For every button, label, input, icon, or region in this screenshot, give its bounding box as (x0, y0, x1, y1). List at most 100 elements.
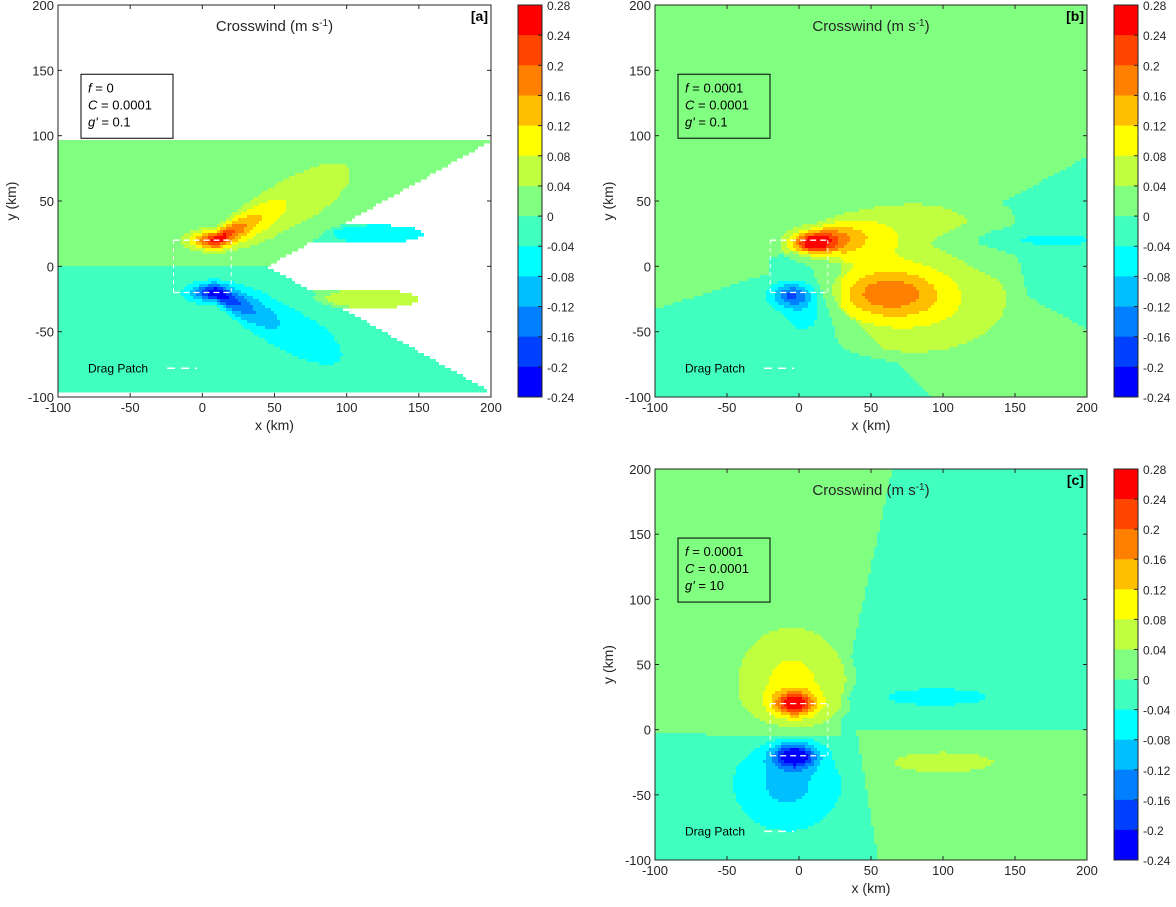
contour-band (781, 712, 790, 716)
contour-band (340, 350, 418, 354)
contour-band (223, 230, 235, 234)
contour-band (826, 299, 835, 303)
contour-band (877, 853, 1087, 857)
contour-band (802, 248, 808, 252)
contour-band (823, 757, 832, 761)
contour-band (190, 248, 205, 252)
contour-band (217, 296, 229, 300)
contour-band (874, 272, 907, 276)
y-tick-label: -100 (625, 390, 651, 405)
contour-band (766, 775, 811, 779)
contour-band (1036, 299, 1087, 303)
contour-band (655, 652, 745, 656)
contour-band (778, 799, 796, 803)
contour-band (202, 230, 217, 234)
contour-band (655, 838, 874, 842)
contour-band (202, 233, 208, 237)
contour-band (58, 206, 241, 210)
contour-band (784, 760, 805, 764)
parameter-gprime: g' = 0.1 (88, 114, 131, 129)
contour-band (841, 293, 850, 297)
contour-band (925, 278, 952, 282)
contour-band (220, 284, 229, 288)
contour-band (820, 685, 844, 689)
contour-band (823, 817, 871, 821)
contour-band (856, 631, 1087, 635)
contour-band (817, 769, 838, 773)
contour-band (769, 748, 778, 752)
contour-band (796, 829, 874, 833)
contour-band (1006, 290, 1027, 294)
contour-band (934, 245, 988, 249)
contour-band (655, 829, 781, 833)
contour-band (958, 284, 1003, 288)
contour-band (1021, 272, 1087, 276)
colorbar-segment (518, 366, 542, 398)
contour-band (307, 218, 352, 222)
contour-band (838, 796, 868, 800)
contour-band (826, 245, 835, 249)
contour-band (817, 305, 826, 309)
contour-band (739, 685, 766, 689)
contour-band (742, 805, 835, 809)
contour-band (853, 688, 919, 692)
contour-band (862, 293, 919, 297)
parameter-C: C = 0.0001 (88, 97, 152, 112)
contour-band (229, 284, 244, 288)
contour-band (790, 320, 814, 324)
contour-band (748, 278, 817, 282)
contour-band (655, 574, 868, 578)
contour-band (820, 709, 838, 713)
contour-band (253, 296, 271, 300)
contour-band (799, 254, 811, 258)
contour-band (217, 281, 235, 285)
contour-band (781, 293, 787, 297)
contour-band (58, 254, 286, 258)
contour-band (769, 257, 790, 261)
y-axis-label: y (km) (3, 182, 19, 221)
contour-band (841, 284, 853, 288)
contour-band (349, 176, 427, 180)
contour-band (796, 248, 802, 252)
contour-band (889, 487, 1087, 491)
contour-band (820, 751, 832, 755)
contour-band (808, 290, 814, 294)
contour-band (811, 760, 814, 764)
contour-band (754, 748, 769, 752)
contour-band (736, 772, 766, 776)
contour-band (226, 221, 232, 225)
contour-band (655, 41, 1087, 45)
contour-band (847, 233, 865, 237)
contour-band (655, 296, 694, 300)
y-tick-label: 200 (629, 0, 651, 13)
contour-band (655, 146, 1087, 150)
contour-band (655, 694, 739, 698)
contour-band (883, 517, 1087, 521)
contour-band (961, 224, 1012, 228)
contour-band (769, 260, 796, 264)
contour-band (655, 472, 892, 476)
contour-band (190, 230, 202, 234)
contour-band (778, 748, 781, 752)
contour-band (874, 841, 1087, 845)
contour-band (814, 320, 832, 324)
contour-band (856, 673, 1087, 677)
contour-band (655, 113, 1087, 117)
contour-band (853, 664, 1087, 668)
contour-band (931, 242, 979, 246)
contour-band (232, 242, 238, 246)
contour-band (826, 700, 841, 704)
contour-band (655, 101, 1087, 105)
colorbar-tick-label: 0 (1143, 210, 1150, 224)
contour-band (859, 736, 1087, 740)
contour-band (655, 568, 871, 572)
contour-band (349, 173, 430, 177)
contour-band (226, 305, 253, 309)
contour-band (856, 634, 1087, 638)
contour-band (844, 212, 958, 216)
contour-band (322, 209, 367, 213)
contour-band (58, 311, 226, 315)
contour-band (58, 164, 319, 168)
contour-band (958, 308, 1003, 312)
contour-band (253, 308, 271, 312)
